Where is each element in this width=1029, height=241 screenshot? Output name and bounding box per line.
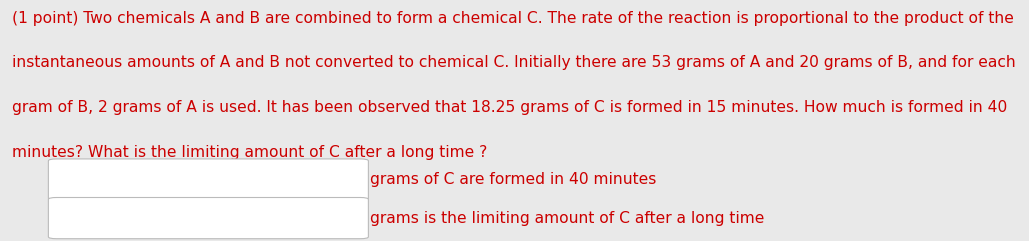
- Text: grams is the limiting amount of C after a long time: grams is the limiting amount of C after …: [370, 211, 765, 226]
- Text: (1 point) Two chemicals A and B are combined to form a chemical C. The rate of t: (1 point) Two chemicals A and B are comb…: [12, 11, 1015, 26]
- FancyBboxPatch shape: [48, 159, 368, 200]
- Text: minutes? What is the limiting amount of C after a long time ?: minutes? What is the limiting amount of …: [12, 145, 488, 160]
- FancyBboxPatch shape: [48, 198, 368, 239]
- Text: gram of B, 2 grams of A is used. It has been observed that 18.25 grams of C is f: gram of B, 2 grams of A is used. It has …: [12, 100, 1007, 115]
- Text: grams of C are formed in 40 minutes: grams of C are formed in 40 minutes: [370, 172, 657, 187]
- Text: instantaneous amounts of A and B not converted to chemical C. Initially there ar: instantaneous amounts of A and B not con…: [12, 55, 1016, 70]
